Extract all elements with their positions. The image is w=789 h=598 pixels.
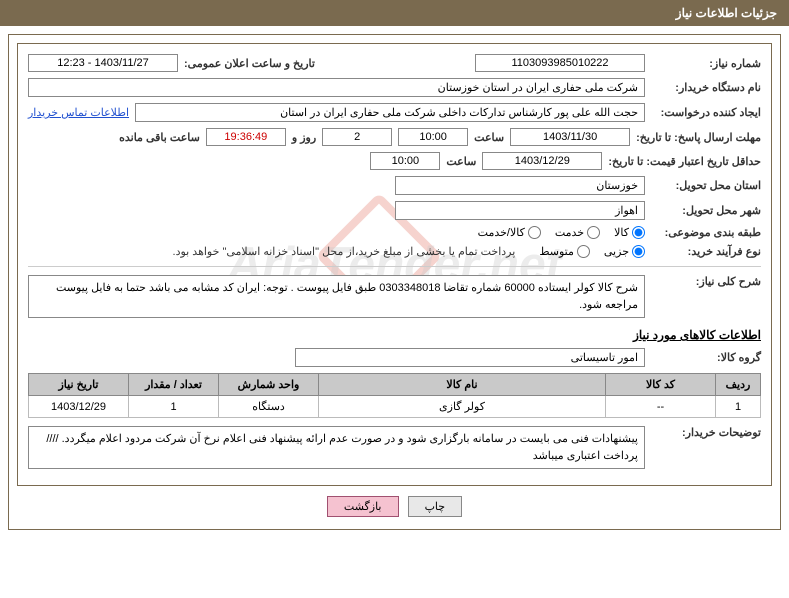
- row-delivery-city: شهر محل تحویل: اهواز: [28, 201, 761, 220]
- time-label-1: ساعت: [474, 131, 504, 144]
- need-number-field: 1103093985010222: [475, 54, 645, 72]
- page-title: جزئیات اطلاعات نیاز: [676, 6, 777, 20]
- cat-goods-item[interactable]: کالا: [614, 226, 645, 239]
- price-validity-date: 1403/12/29: [482, 152, 602, 170]
- td-qty: 1: [129, 396, 219, 418]
- th-unit: واحد شمارش: [219, 374, 319, 396]
- days-value: 2: [322, 128, 392, 146]
- goods-group-field: امور تاسیساتی: [295, 348, 645, 367]
- category-radio-group: کالا خدمت کالا/خدمت: [478, 226, 645, 239]
- pt-partial-label: جزیی: [604, 245, 629, 258]
- cat-service-radio[interactable]: [587, 226, 600, 239]
- announce-datetime-label: تاریخ و ساعت اعلان عمومی:: [184, 57, 315, 70]
- td-name: کولر گازی: [319, 396, 606, 418]
- goods-table: ردیف کد کالا نام کالا واحد شمارش تعداد /…: [28, 373, 761, 418]
- cat-goods-radio[interactable]: [632, 226, 645, 239]
- purchase-type-label: نوع فرآیند خرید:: [651, 245, 761, 258]
- button-row: چاپ بازگشت: [17, 496, 772, 517]
- cat-service-item[interactable]: خدمت: [555, 226, 600, 239]
- td-unit: دستگاه: [219, 396, 319, 418]
- row-summary: شرح کلی نیاز: شرح کالا کولر ایستاده 6000…: [28, 275, 761, 318]
- outer-frame: AriaTender.net شماره نیاز: 1103093985010…: [8, 34, 781, 530]
- cat-goods-service-radio[interactable]: [528, 226, 541, 239]
- summary-label: شرح کلی نیاز:: [651, 275, 761, 288]
- pt-medium-radio[interactable]: [577, 245, 590, 258]
- table-row: 1 -- کولر گازی دستگاه 1 1403/12/29: [29, 396, 761, 418]
- th-name: نام کالا: [319, 374, 606, 396]
- divider: [28, 266, 761, 267]
- price-validity-label: حداقل تاریخ اعتبار قیمت: تا تاریخ:: [608, 155, 761, 168]
- goods-info-title: اطلاعات کالاهای مورد نیاز: [28, 328, 761, 342]
- buyer-org-field: شرکت ملی حفاری ایران در استان خوزستان: [28, 78, 645, 97]
- buyer-org-label: نام دستگاه خریدار:: [651, 81, 761, 94]
- price-validity-time: 10:00: [370, 152, 440, 170]
- td-row: 1: [716, 396, 761, 418]
- pt-medium-label: متوسط: [539, 245, 574, 258]
- reply-deadline-date: 1403/11/30: [510, 128, 630, 146]
- pt-medium-item[interactable]: متوسط: [539, 245, 590, 258]
- row-need-number: شماره نیاز: 1103093985010222 تاریخ و ساع…: [28, 54, 761, 72]
- remaining-label: ساعت باقی مانده: [119, 131, 200, 144]
- cat-goods-service-item[interactable]: کالا/خدمت: [478, 226, 541, 239]
- inner-frame: AriaTender.net شماره نیاز: 1103093985010…: [17, 43, 772, 486]
- back-button[interactable]: بازگشت: [327, 496, 399, 517]
- td-code: --: [606, 396, 716, 418]
- row-category: طبقه بندی موضوعی: کالا خدمت کالا/خدمت: [28, 226, 761, 239]
- delivery-province-field: خوزستان: [395, 176, 645, 195]
- row-delivery-province: استان محل تحویل: خوزستان: [28, 176, 761, 195]
- td-date: 1403/12/29: [29, 396, 129, 418]
- row-price-validity: حداقل تاریخ اعتبار قیمت: تا تاریخ: 1403/…: [28, 152, 761, 170]
- pt-partial-item[interactable]: جزیی: [604, 245, 645, 258]
- row-buyer-org: نام دستگاه خریدار: شرکت ملی حفاری ایران …: [28, 78, 761, 97]
- goods-group-label: گروه کالا:: [651, 351, 761, 364]
- row-requester: ایجاد کننده درخواست: حجت الله علی پور کا…: [28, 103, 761, 122]
- cat-service-label: خدمت: [555, 226, 584, 239]
- delivery-city-field: اهواز: [395, 201, 645, 220]
- page-header: جزئیات اطلاعات نیاز: [0, 0, 789, 26]
- purchase-note: پرداخت تمام یا بخشی از مبلغ خرید،از محل …: [173, 245, 516, 258]
- announce-datetime-field: 1403/11/27 - 12:23: [28, 54, 178, 72]
- purchase-type-radio-group: جزیی متوسط: [539, 245, 645, 258]
- reply-deadline-time: 10:00: [398, 128, 468, 146]
- pt-partial-radio[interactable]: [632, 245, 645, 258]
- buyer-notes-label: توضیحات خریدار:: [651, 426, 761, 439]
- need-number-label: شماره نیاز:: [651, 57, 761, 70]
- cat-goods-service-label: کالا/خدمت: [478, 226, 525, 239]
- row-purchase-type: نوع فرآیند خرید: جزیی متوسط پرداخت تمام …: [28, 245, 761, 258]
- buyer-notes-text: پیشنهادات فنی می بایست در سامانه بارگزار…: [28, 426, 645, 469]
- th-date: تاریخ نیاز: [29, 374, 129, 396]
- days-and-label: روز و: [292, 131, 316, 144]
- th-row: ردیف: [716, 374, 761, 396]
- buyer-contact-link[interactable]: اطلاعات تماس خریدار: [28, 106, 129, 119]
- row-buyer-notes: توضیحات خریدار: پیشنهادات فنی می بایست د…: [28, 426, 761, 469]
- category-label: طبقه بندی موضوعی:: [651, 226, 761, 239]
- time-label-2: ساعت: [446, 155, 476, 168]
- row-goods-group: گروه کالا: امور تاسیساتی: [28, 348, 761, 367]
- delivery-city-label: شهر محل تحویل:: [651, 204, 761, 217]
- delivery-province-label: استان محل تحویل:: [651, 179, 761, 192]
- cat-goods-label: کالا: [614, 226, 629, 239]
- print-button[interactable]: چاپ: [408, 496, 463, 517]
- summary-text: شرح کالا کولر ایستاده 60000 شماره تقاضا …: [28, 275, 645, 318]
- countdown-time: 19:36:49: [206, 128, 286, 146]
- requester-label: ایجاد کننده درخواست:: [651, 106, 761, 119]
- reply-deadline-label: مهلت ارسال پاسخ: تا تاریخ:: [636, 131, 761, 144]
- requester-field: حجت الله علی پور کارشناس تدارکات داخلی ش…: [135, 103, 645, 122]
- th-qty: تعداد / مقدار: [129, 374, 219, 396]
- row-reply-deadline: مهلت ارسال پاسخ: تا تاریخ: 1403/11/30 سا…: [28, 128, 761, 146]
- th-code: کد کالا: [606, 374, 716, 396]
- table-header-row: ردیف کد کالا نام کالا واحد شمارش تعداد /…: [29, 374, 761, 396]
